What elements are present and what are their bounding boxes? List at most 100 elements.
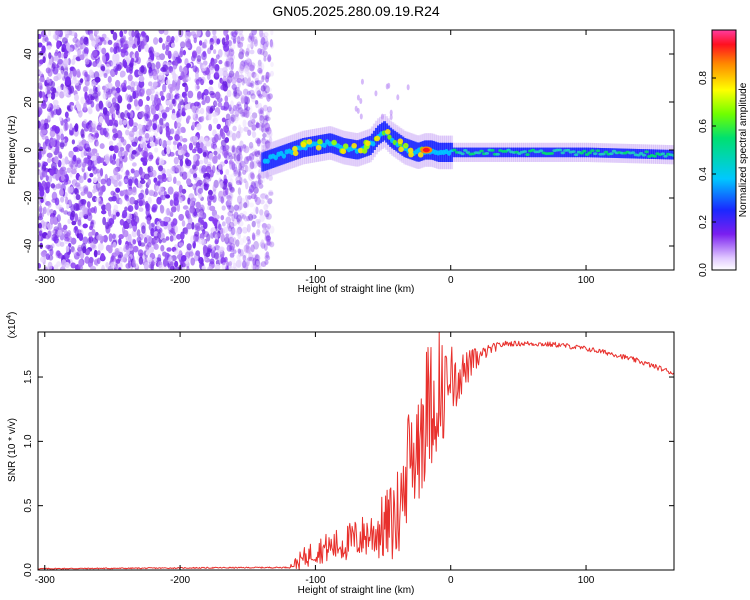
noise-speck <box>38 230 43 237</box>
noise-speck <box>150 94 155 102</box>
snr-scale-close: ) <box>7 312 18 315</box>
noise-speck <box>250 93 256 100</box>
noise-speck <box>61 47 65 53</box>
noise-speck <box>266 213 272 220</box>
noise-speck <box>259 241 266 248</box>
noise-speck <box>268 191 274 196</box>
noise-speck <box>83 36 89 45</box>
noise-speck <box>254 77 259 84</box>
noise-speck <box>242 144 247 149</box>
noise-speck <box>47 244 54 252</box>
noise-speck <box>42 197 47 204</box>
noise-speck <box>173 176 177 185</box>
noise-speck <box>51 62 57 69</box>
noise-speck <box>119 146 125 152</box>
noise-speck <box>83 150 87 157</box>
noise-speck <box>259 209 264 216</box>
noise-speck <box>253 240 259 250</box>
noise-speck <box>228 155 234 160</box>
noise-speck <box>228 260 233 267</box>
noise-speck <box>41 170 48 178</box>
noise-speck <box>53 226 59 232</box>
noise-speck <box>44 138 51 147</box>
noise-speck <box>269 130 273 138</box>
noise-speck <box>204 176 210 185</box>
noise-speck <box>209 37 214 43</box>
noise-speck <box>249 212 255 221</box>
noise-speck <box>201 64 207 72</box>
noise-speck <box>200 258 204 266</box>
noise-speck <box>109 155 113 164</box>
trace-band <box>644 149 648 159</box>
noise-speck <box>118 234 125 240</box>
noise-speck <box>110 255 115 261</box>
noise-speck <box>115 250 120 256</box>
noise-speck <box>134 203 139 211</box>
noise-speck <box>199 210 204 219</box>
noise-speck <box>137 123 142 130</box>
noise-speck <box>174 133 180 142</box>
noise-speck <box>169 128 175 135</box>
noise-speck <box>246 43 251 50</box>
noise-speck <box>84 256 90 264</box>
noise-speck <box>249 162 254 169</box>
trace-band <box>492 147 496 158</box>
noise-speck <box>165 130 171 139</box>
noise-speck <box>78 175 84 184</box>
snr-xtick-label: 0 <box>448 575 454 586</box>
noise-speck <box>131 30 135 38</box>
noise-speck <box>47 202 52 208</box>
noise-speck <box>109 107 115 115</box>
trace-band <box>596 147 600 158</box>
noise-speck <box>231 147 238 156</box>
noise-speck <box>261 223 268 228</box>
noise-speck <box>150 52 155 61</box>
noise-speck <box>84 71 88 78</box>
noise-speck <box>255 121 260 129</box>
noise-speck <box>121 87 127 93</box>
noise-speck <box>172 72 177 81</box>
noise-speck <box>104 115 110 123</box>
trace-band <box>494 147 498 158</box>
noise-speck <box>259 107 264 115</box>
noise-speck <box>249 184 255 193</box>
noise-speck <box>110 261 117 269</box>
trace-core <box>592 152 598 156</box>
noise-speck <box>215 54 220 60</box>
noise-speck <box>250 193 257 200</box>
noise-speck <box>45 67 51 74</box>
noise-speck <box>145 187 149 196</box>
noise-speck <box>231 132 237 141</box>
noise-speck <box>259 176 265 184</box>
trace-band <box>525 147 529 158</box>
noise-speck <box>165 122 170 129</box>
noise-speck <box>220 214 225 221</box>
noise-speck <box>228 48 235 57</box>
noise-speck <box>185 152 190 158</box>
noise-speck <box>53 236 59 244</box>
noise-speck <box>156 220 161 230</box>
noise-speck <box>248 145 255 151</box>
noise-speck <box>84 58 90 65</box>
trace-peak <box>407 147 414 154</box>
noise-speck <box>242 260 247 269</box>
noise-speck <box>249 114 255 123</box>
noise-speck <box>214 91 221 100</box>
trace-band <box>450 142 454 162</box>
noise-speck <box>195 109 201 115</box>
noise-speck <box>98 200 104 207</box>
spectrogram-trace <box>261 78 674 179</box>
noise-speck <box>89 33 94 41</box>
noise-speck <box>181 220 186 227</box>
noise-speck <box>74 123 79 132</box>
noise-speck <box>112 145 119 150</box>
noise-speck <box>208 86 214 93</box>
noise-speck <box>69 85 75 94</box>
noise-speck <box>157 253 162 262</box>
noise-speck <box>201 164 207 173</box>
noise-speck <box>237 248 242 254</box>
noise-speck <box>210 143 215 149</box>
noise-speck <box>200 115 205 122</box>
noise-speck <box>250 35 255 43</box>
noise-speck <box>186 243 192 251</box>
